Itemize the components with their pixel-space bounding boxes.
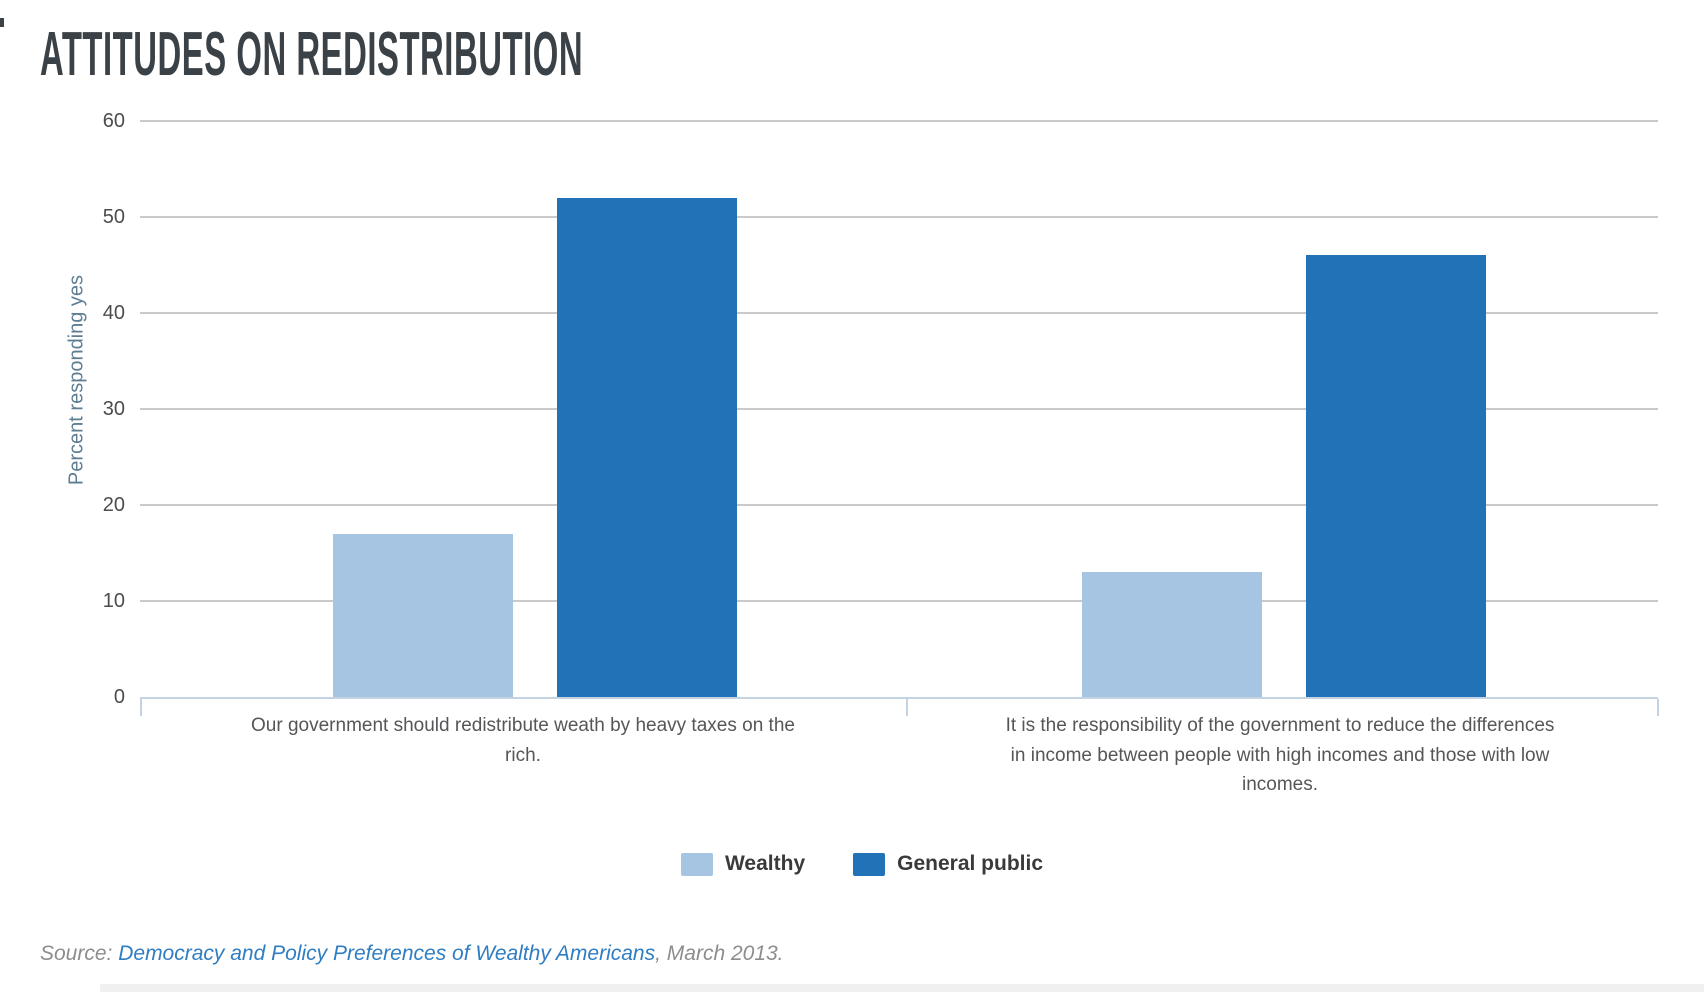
y-tick-label-30: 30	[102, 398, 125, 420]
source-line: Source: Democracy and Policy Preferences…	[40, 941, 784, 967]
gridline-50	[140, 216, 1658, 218]
y-tick-label-20: 20	[102, 494, 125, 516]
gridline-20	[140, 504, 1658, 506]
gridline-60	[140, 120, 1658, 122]
legend-swatch-general-public	[853, 852, 886, 876]
y-tick-label-40: 40	[102, 302, 125, 324]
legend-swatch-wealthy	[680, 852, 713, 876]
x-axis-baseline	[140, 697, 1658, 699]
category-label-1: Our government should redistribute weath…	[251, 715, 795, 766]
legend: Wealthy General public	[0, 852, 1704, 876]
gridline-40	[140, 312, 1658, 314]
legend-item-general-public: General public	[853, 852, 1043, 876]
bar-general-public-cat1	[557, 198, 737, 697]
x-axis-tick-1	[906, 699, 908, 716]
category-label-2: It is the responsibility of the governme…	[1005, 715, 1555, 795]
bar-general-public-cat2	[1306, 255, 1486, 697]
legend-label: Wealthy	[724, 852, 806, 875]
y-tick-label-50: 50	[102, 206, 125, 228]
legend-item-wealthy: Wealthy	[680, 852, 806, 876]
bottom-divider	[100, 984, 1704, 992]
source-prefix: Source:	[40, 942, 119, 965]
x-axis-tick-0	[140, 699, 142, 716]
source-suffix: , March 2013.	[655, 942, 784, 965]
bar-wealthy-cat1	[333, 534, 513, 697]
gridline-10	[140, 600, 1658, 602]
y-tick-label-10: 10	[102, 590, 125, 612]
source-link[interactable]: Democracy and Policy Preferences of Weal…	[118, 942, 656, 965]
bar-wealthy-cat2	[1082, 572, 1262, 697]
chart-title: ATTITUDES ON REDISTRIBUTION	[40, 20, 584, 89]
x-axis-tick-2	[1657, 699, 1659, 716]
y-axis-title: Percent responding yes	[65, 274, 88, 486]
y-tick-label-60: 60	[102, 110, 125, 132]
edge-artifact	[0, 18, 4, 27]
y-tick-label-0: 0	[113, 686, 125, 708]
legend-label: General public	[897, 852, 1043, 875]
gridline-30	[140, 408, 1658, 410]
